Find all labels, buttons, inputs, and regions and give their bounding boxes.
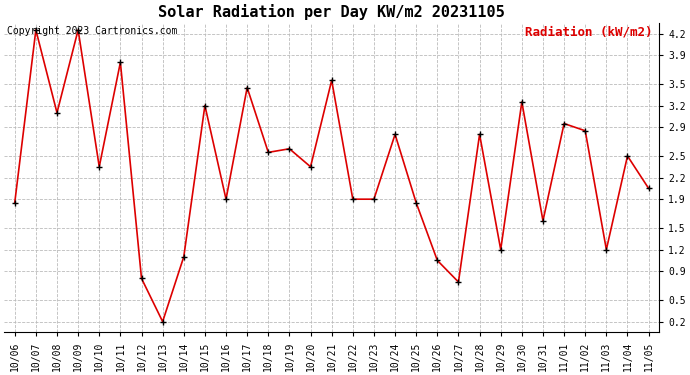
- Title: Solar Radiation per Day KW/m2 20231105: Solar Radiation per Day KW/m2 20231105: [158, 4, 505, 20]
- Text: Radiation (kW/m2): Radiation (kW/m2): [525, 26, 653, 39]
- Text: Copyright 2023 Cartronics.com: Copyright 2023 Cartronics.com: [8, 26, 178, 36]
